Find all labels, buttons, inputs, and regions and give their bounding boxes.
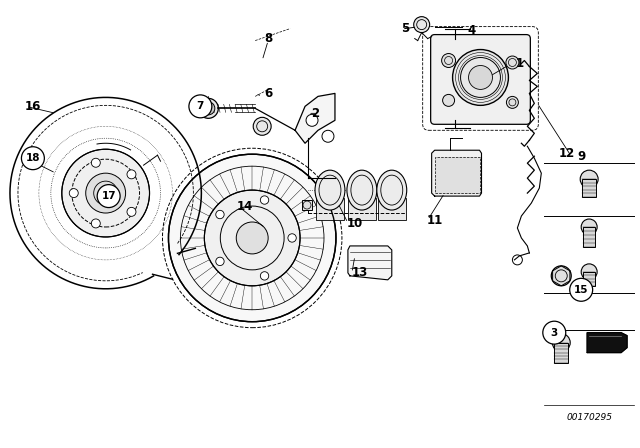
Circle shape: [468, 65, 492, 90]
Circle shape: [236, 222, 268, 254]
Text: 1: 1: [515, 57, 524, 70]
Bar: [378, 198, 406, 220]
Ellipse shape: [377, 170, 407, 210]
Ellipse shape: [315, 170, 345, 210]
Circle shape: [127, 170, 136, 179]
Text: 00170295: 00170295: [566, 413, 612, 422]
Text: 18: 18: [26, 153, 40, 163]
Text: 11: 11: [426, 214, 443, 227]
FancyBboxPatch shape: [431, 34, 531, 124]
Circle shape: [570, 278, 593, 301]
Text: 14: 14: [237, 199, 253, 212]
Circle shape: [442, 53, 456, 68]
Circle shape: [202, 102, 215, 115]
Circle shape: [581, 264, 597, 280]
Polygon shape: [431, 150, 481, 196]
Circle shape: [204, 190, 300, 286]
Circle shape: [581, 219, 597, 235]
Circle shape: [92, 219, 100, 228]
Circle shape: [506, 56, 519, 69]
Circle shape: [306, 114, 318, 126]
Bar: [435, 157, 479, 193]
Circle shape: [92, 158, 100, 167]
Circle shape: [168, 154, 336, 322]
Circle shape: [216, 257, 224, 266]
Circle shape: [127, 207, 136, 216]
Circle shape: [253, 117, 271, 135]
Bar: [316, 198, 344, 220]
Text: 17: 17: [101, 191, 116, 201]
Bar: [554, 343, 568, 362]
Circle shape: [443, 95, 454, 106]
Text: 13: 13: [352, 267, 368, 280]
Text: 9: 9: [577, 150, 586, 163]
Circle shape: [97, 185, 120, 207]
Text: 8: 8: [264, 32, 272, 45]
Circle shape: [21, 147, 44, 170]
Text: 10: 10: [347, 216, 363, 229]
Circle shape: [506, 96, 518, 108]
Polygon shape: [295, 93, 335, 143]
Circle shape: [62, 149, 150, 237]
Circle shape: [189, 95, 212, 118]
Bar: [583, 272, 595, 286]
Text: 3: 3: [550, 327, 558, 338]
Text: 16: 16: [25, 100, 41, 113]
Bar: [348, 198, 376, 220]
Circle shape: [452, 50, 508, 105]
Ellipse shape: [347, 170, 377, 210]
Text: 7: 7: [196, 101, 204, 112]
Circle shape: [552, 334, 570, 352]
Text: 5: 5: [401, 22, 409, 35]
Text: 12: 12: [559, 147, 575, 160]
Text: 6: 6: [264, 87, 272, 100]
Polygon shape: [348, 246, 392, 280]
Circle shape: [86, 173, 125, 213]
Circle shape: [551, 266, 572, 286]
Circle shape: [543, 321, 566, 344]
Text: 15: 15: [574, 285, 588, 295]
Bar: [582, 179, 596, 197]
Circle shape: [322, 130, 334, 142]
Circle shape: [260, 196, 269, 204]
Bar: [302, 200, 312, 210]
Circle shape: [69, 189, 78, 198]
Circle shape: [260, 271, 269, 280]
Circle shape: [216, 210, 224, 219]
Polygon shape: [587, 333, 627, 353]
Circle shape: [198, 99, 218, 118]
Text: 2: 2: [311, 107, 319, 120]
Circle shape: [413, 17, 429, 33]
Circle shape: [580, 170, 598, 188]
Circle shape: [288, 234, 296, 242]
Bar: [583, 227, 595, 247]
Text: 4: 4: [467, 24, 476, 37]
